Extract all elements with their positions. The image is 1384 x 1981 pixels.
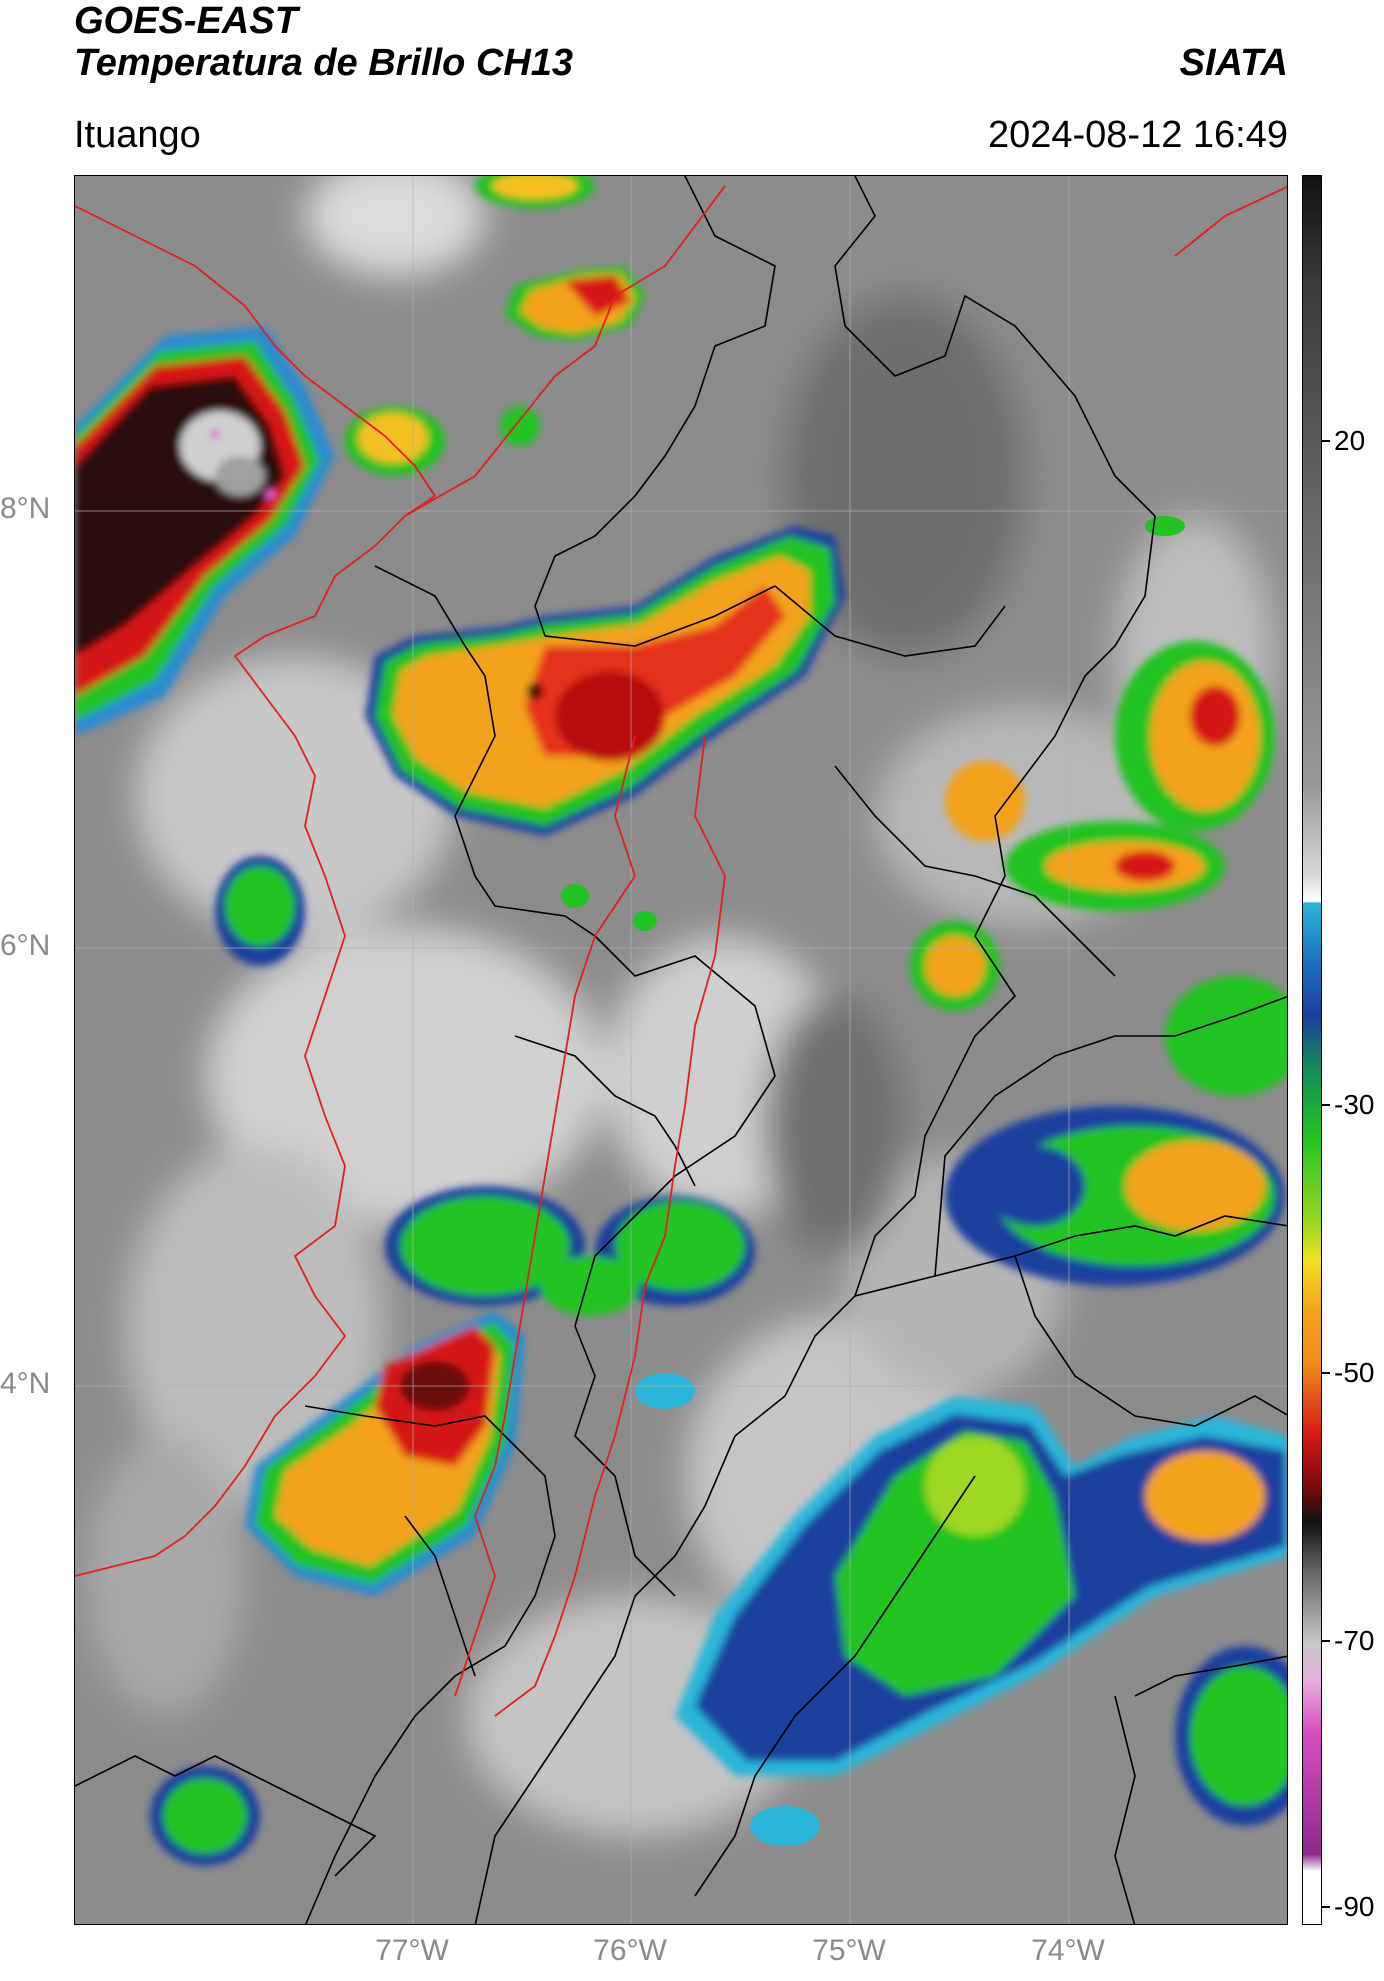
location-label: Ituango	[74, 114, 201, 156]
timestamp-label: 2024-08-12 16:49	[987, 114, 1288, 156]
colorbar-tick-m50	[1322, 1372, 1330, 1374]
department-borders	[75, 176, 1287, 1924]
satellite-title: GOES-EAST	[74, 0, 298, 42]
organization-label: SIATA	[1179, 42, 1288, 84]
colorbar-label-m70: -70	[1334, 1625, 1375, 1656]
colorbar-tick-m30	[1322, 1104, 1330, 1106]
temperature-colorbar	[1302, 175, 1322, 1925]
colorbar-label-m30: -30	[1334, 1089, 1375, 1120]
colorbar-label-m50: -50	[1334, 1357, 1375, 1388]
lat-label-8n: 8°N	[0, 492, 51, 525]
red-boundaries	[75, 185, 1287, 1717]
colorbar-tick-20	[1322, 440, 1330, 442]
lon-label-75w: 75°W	[812, 1934, 886, 1967]
satellite-map[interactable]	[74, 175, 1288, 1925]
colorbar-label-20: 20	[1334, 425, 1366, 456]
colorbar-tick-m70	[1322, 1640, 1330, 1642]
lon-label-76w: 76°W	[593, 1934, 667, 1967]
lon-label-77w: 77°W	[375, 1934, 449, 1967]
lat-label-4n: 4°N	[0, 1367, 51, 1400]
convective-cells	[75, 176, 1287, 1866]
lat-label-6n: 6°N	[0, 929, 51, 962]
product-title: Temperatura de Brillo CH13	[74, 42, 574, 84]
colorbar-tick-m90	[1322, 1906, 1330, 1908]
lon-label-74w: 74°W	[1031, 1934, 1105, 1967]
colorbar-label-m90: -90	[1334, 1891, 1375, 1922]
